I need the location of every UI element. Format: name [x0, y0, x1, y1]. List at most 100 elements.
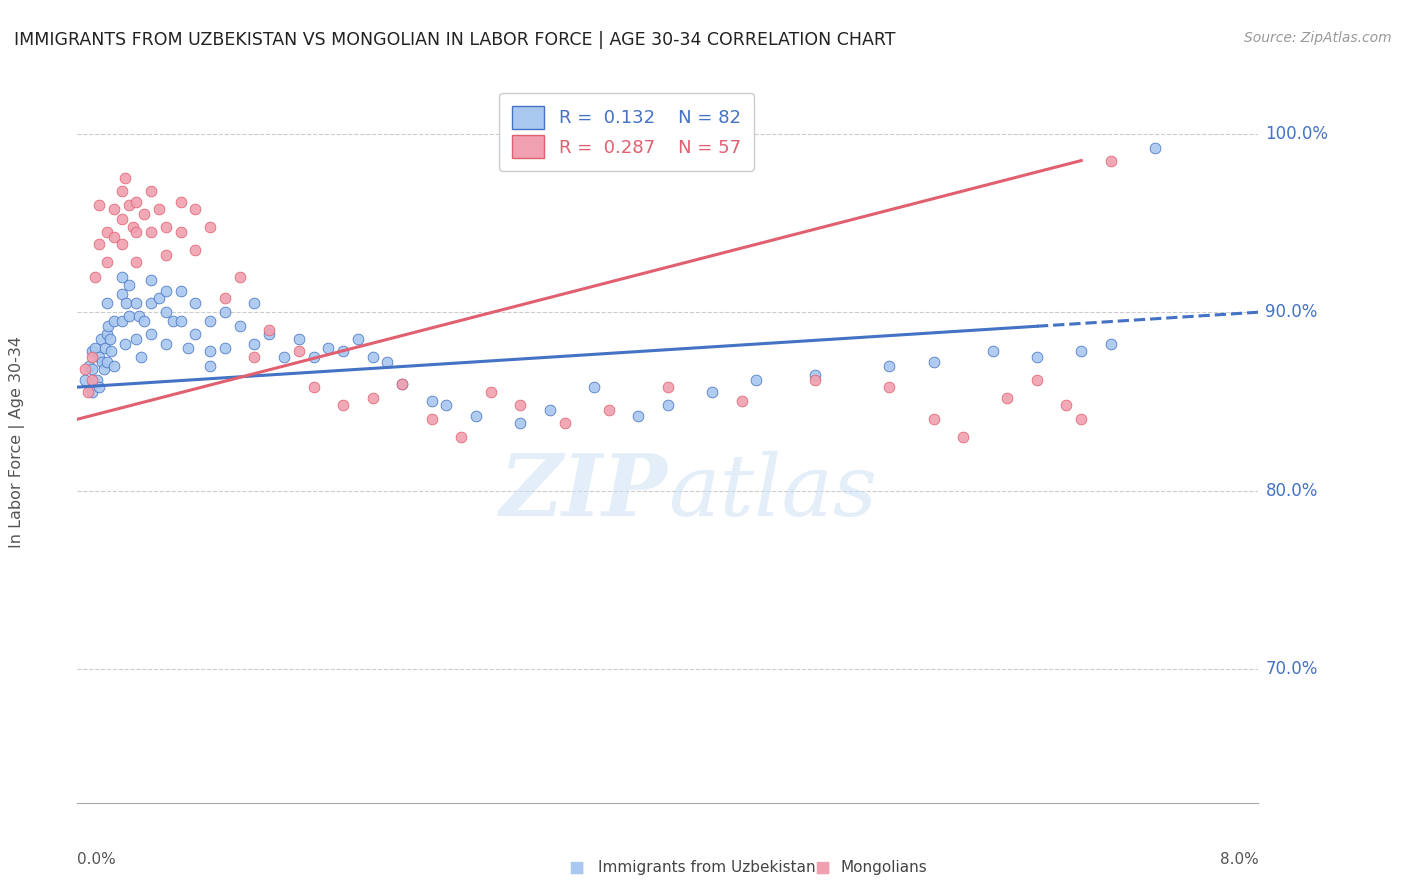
Point [332, 398, 354, 412]
Point [114, 171, 136, 186]
Text: Immigrants from Uzbekistan: Immigrants from Uzbekistan [598, 860, 815, 874]
Point [745, 373, 768, 387]
Point [141, 273, 163, 287]
Point [731, 394, 754, 409]
Point [288, 344, 311, 359]
Point [200, 219, 222, 234]
Text: ZIP: ZIP [501, 450, 668, 534]
Point [89, 380, 111, 394]
Point [155, 305, 177, 319]
Text: IMMIGRANTS FROM UZBEKISTAN VS MONGOLIAN IN LABOR FORCE | AGE 30-34 CORRELATION C: IMMIGRANTS FROM UZBEKISTAN VS MONGOLIAN … [14, 31, 896, 49]
Point [214, 291, 236, 305]
Point [184, 296, 207, 310]
Point [879, 380, 901, 394]
Text: 0.0%: 0.0% [77, 852, 117, 867]
Point [464, 409, 488, 423]
Point [111, 287, 132, 301]
Point [346, 332, 368, 346]
Point [243, 337, 266, 351]
Point [141, 225, 163, 239]
Point [657, 380, 679, 394]
Point [200, 314, 222, 328]
Point [128, 309, 150, 323]
Text: atlas: atlas [668, 450, 877, 533]
Point [141, 296, 163, 310]
Point [86, 373, 108, 387]
Point [97, 319, 120, 334]
Point [169, 225, 191, 239]
Point [302, 380, 325, 394]
Point [89, 237, 111, 252]
Point [1056, 398, 1078, 412]
Point [879, 359, 901, 373]
Point [103, 359, 125, 373]
Legend: R =  0.132    N = 82, R =  0.287    N = 57: R = 0.132 N = 82, R = 0.287 N = 57 [499, 93, 754, 171]
Point [332, 344, 354, 359]
Point [1099, 337, 1122, 351]
Point [98, 332, 121, 346]
Point [155, 219, 177, 234]
Point [82, 350, 104, 364]
Point [111, 237, 132, 252]
Point [361, 391, 384, 405]
Point [141, 184, 163, 198]
Point [96, 255, 118, 269]
Point [391, 376, 413, 391]
Point [554, 416, 576, 430]
Point [509, 416, 531, 430]
Point [420, 394, 443, 409]
Point [228, 269, 252, 284]
Point [155, 284, 177, 298]
Text: Mongolians: Mongolians [841, 860, 928, 874]
Point [103, 230, 125, 244]
Text: 90.0%: 90.0% [1265, 303, 1317, 321]
Point [200, 344, 222, 359]
Point [657, 398, 679, 412]
Point [1070, 412, 1092, 426]
Point [184, 202, 207, 216]
Point [259, 326, 281, 341]
Point [997, 391, 1019, 405]
Text: ◼: ◼ [814, 857, 831, 877]
Point [184, 243, 207, 257]
Point [273, 350, 295, 364]
Point [125, 332, 148, 346]
Point [922, 412, 945, 426]
Point [1026, 350, 1049, 364]
Point [479, 385, 502, 400]
Point [118, 309, 141, 323]
Point [243, 296, 266, 310]
Point [125, 194, 148, 209]
Point [118, 198, 141, 212]
Point [82, 373, 104, 387]
Point [100, 344, 122, 359]
Text: In Labor Force | Age 30-34: In Labor Force | Age 30-34 [8, 335, 25, 548]
Point [91, 355, 114, 369]
Point [96, 225, 118, 239]
Point [377, 355, 399, 369]
Point [922, 355, 945, 369]
Point [169, 284, 191, 298]
Point [94, 341, 117, 355]
Point [73, 373, 96, 387]
Point [288, 332, 311, 346]
Point [103, 314, 125, 328]
Point [538, 403, 561, 417]
Point [361, 350, 384, 364]
Point [103, 202, 125, 216]
Point [132, 314, 155, 328]
Point [627, 409, 650, 423]
Point [1070, 344, 1092, 359]
Point [82, 362, 104, 376]
Point [391, 376, 413, 391]
Point [82, 385, 104, 400]
Point [89, 350, 111, 364]
Point [111, 184, 132, 198]
Point [84, 341, 107, 355]
Point [93, 362, 115, 376]
Point [1026, 373, 1049, 387]
Point [804, 373, 827, 387]
Point [115, 296, 138, 310]
Point [96, 326, 118, 341]
Point [509, 398, 531, 412]
